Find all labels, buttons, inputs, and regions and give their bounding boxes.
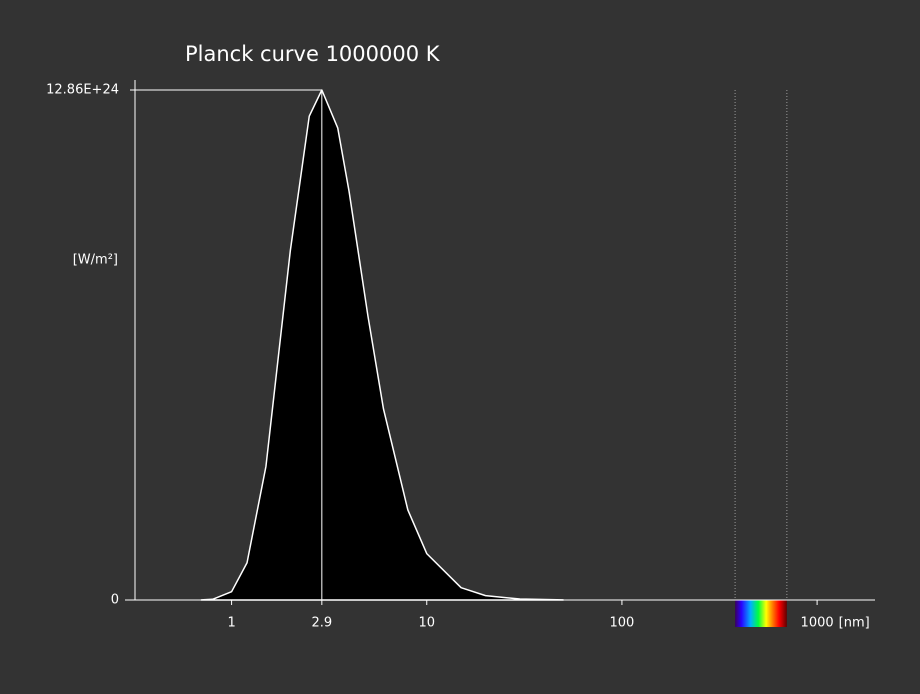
- x-tick-label: 2.9: [311, 616, 332, 631]
- x-tick-label: 1: [227, 616, 235, 631]
- planck-curve: [200, 89, 564, 601]
- x-tick-label: 10: [418, 616, 435, 631]
- x-tick-label: 1000: [801, 616, 834, 631]
- visible-spectrum: [735, 600, 787, 627]
- chart-title: Planck curve 1000000 K: [185, 42, 441, 66]
- y-tick-label: 12.86E+24: [46, 83, 119, 98]
- x-axis-label: [nm]: [839, 616, 870, 631]
- y-axis-label: [W/m²]: [73, 253, 118, 268]
- x-tick-label: 100: [610, 616, 635, 631]
- y-tick-label: 0: [111, 593, 119, 608]
